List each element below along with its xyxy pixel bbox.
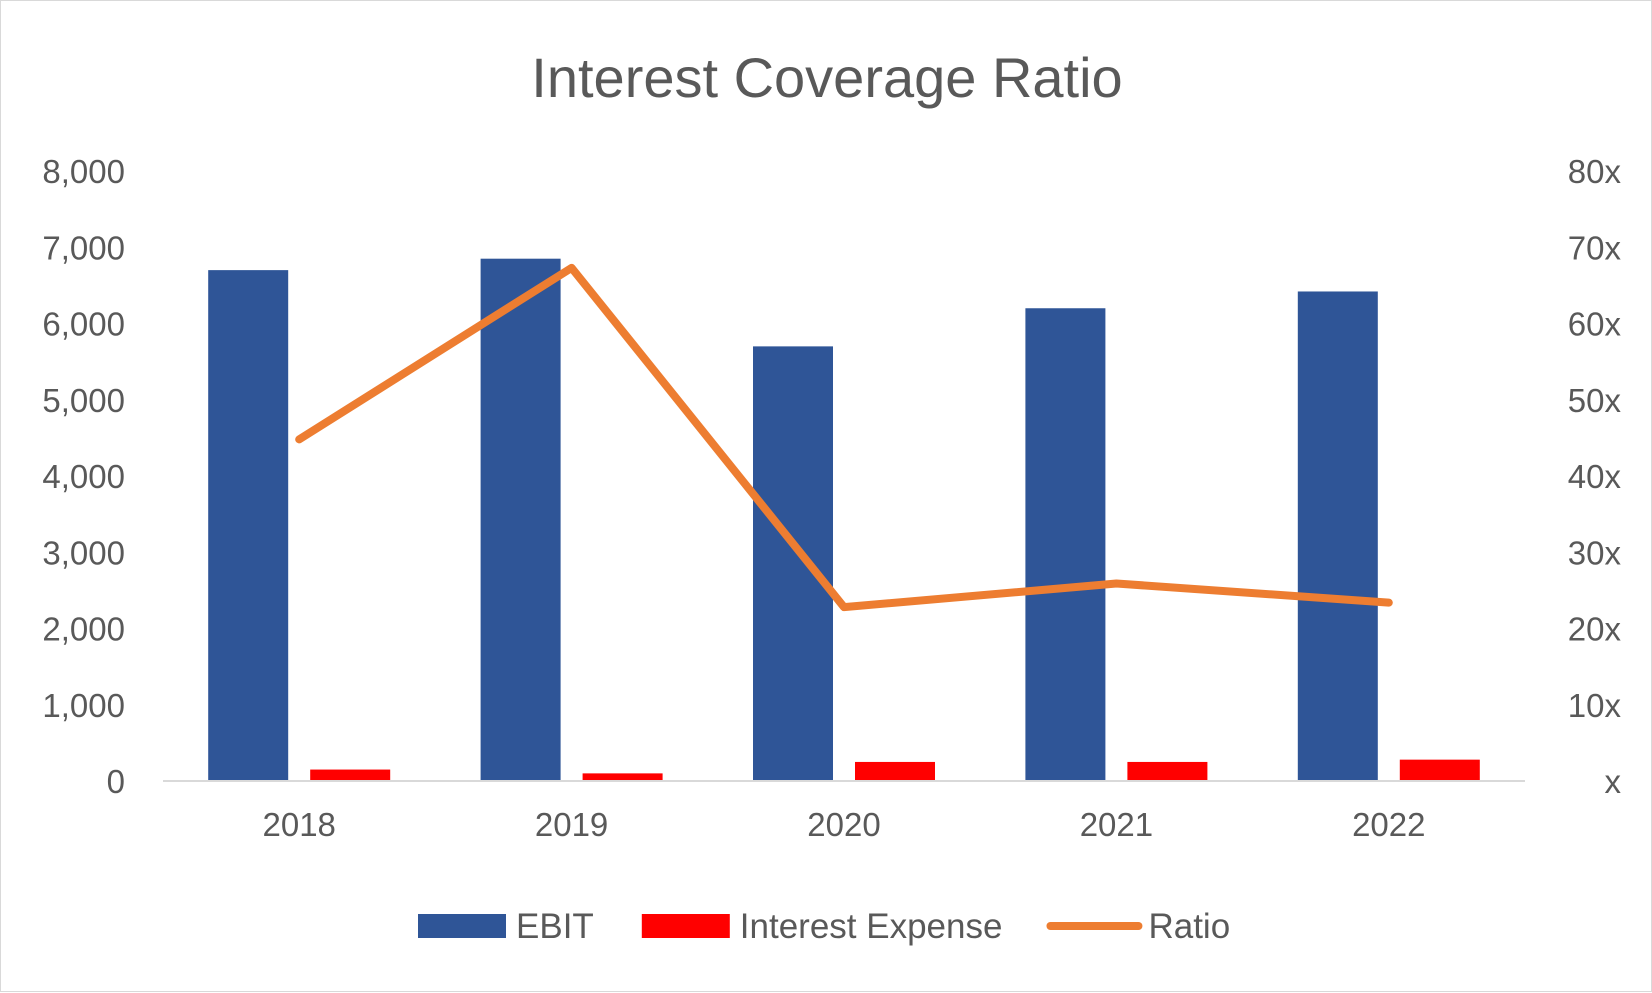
- y2-tick-label: 80x: [1568, 153, 1622, 190]
- x-tick-label: 2022: [1352, 806, 1425, 843]
- x-tick-label: 2019: [535, 806, 608, 843]
- x-tick-label: 2018: [262, 806, 335, 843]
- legend-label-ebit: EBIT: [516, 907, 594, 946]
- bar-ebit-2022: [1297, 291, 1378, 781]
- y-tick-label: 8,000: [42, 153, 125, 190]
- line-ratio: [295, 263, 1393, 612]
- point-ratio-2021: [1115, 583, 1117, 585]
- y-tick-label: 6,000: [42, 306, 125, 343]
- point-ratio-2020: [843, 606, 845, 608]
- y2-tick-label: 40x: [1568, 458, 1622, 495]
- y-tick-label: 1,000: [42, 687, 125, 724]
- legend-swatch-interest-expense: [641, 914, 730, 938]
- right-axis: x 10x 20x 30x 40x 50x 60x 70x 80x: [1568, 153, 1622, 800]
- y2-tick-label: 70x: [1568, 229, 1622, 266]
- bars-layer: [208, 258, 1480, 781]
- bar-interest-expense-2019: [582, 773, 663, 781]
- y-tick-label: 4,000: [42, 458, 125, 495]
- y-tick-label: 2,000: [42, 611, 125, 648]
- legend: EBIT Interest Expense Ratio: [418, 907, 1230, 946]
- bar-ebit-2020: [753, 346, 833, 781]
- bar-interest-expense-2018: [310, 769, 391, 781]
- point-ratio-2022: [1388, 602, 1390, 604]
- chart-title: Interest Coverage Ratio: [531, 46, 1122, 109]
- y-tick-label: 3,000: [42, 534, 125, 571]
- bar-ebit-2019: [480, 258, 561, 781]
- y2-tick-label: 60x: [1568, 306, 1622, 343]
- bar-ebit-2018: [208, 270, 289, 781]
- y-tick-label: 5,000: [42, 382, 125, 419]
- bar-interest-expense-2021: [1127, 761, 1208, 781]
- left-axis: 0 1,000 2,000 3,000 4,000 5,000 6,000 7,000 8,00…: [42, 153, 125, 800]
- bar-ebit-2021: [1025, 308, 1106, 781]
- x-axis: 2018 2019 2020 2021 2022: [262, 806, 1425, 843]
- point-ratio-2019: [571, 267, 573, 269]
- bar-interest-expense-2020: [855, 761, 935, 781]
- y-tick-label: 7,000: [42, 229, 125, 266]
- line-layer: [295, 263, 1393, 612]
- y2-tick-label: 50x: [1568, 382, 1622, 419]
- x-tick-label: 2020: [807, 806, 880, 843]
- y2-tick-label: 30x: [1568, 534, 1622, 571]
- legend-label-interest-expense: Interest Expense: [740, 907, 1003, 946]
- point-ratio-2018: [298, 438, 300, 440]
- legend-swatch-ebit: [418, 914, 506, 938]
- legend-label-ratio: Ratio: [1148, 907, 1230, 946]
- y-tick-label: 0: [107, 763, 125, 800]
- y2-tick-label: 20x: [1568, 611, 1622, 648]
- bar-interest-expense-2022: [1399, 759, 1480, 781]
- y2-tick-label: 10x: [1568, 687, 1622, 724]
- x-tick-label: 2021: [1080, 806, 1153, 843]
- y2-tick-label: x: [1605, 763, 1622, 800]
